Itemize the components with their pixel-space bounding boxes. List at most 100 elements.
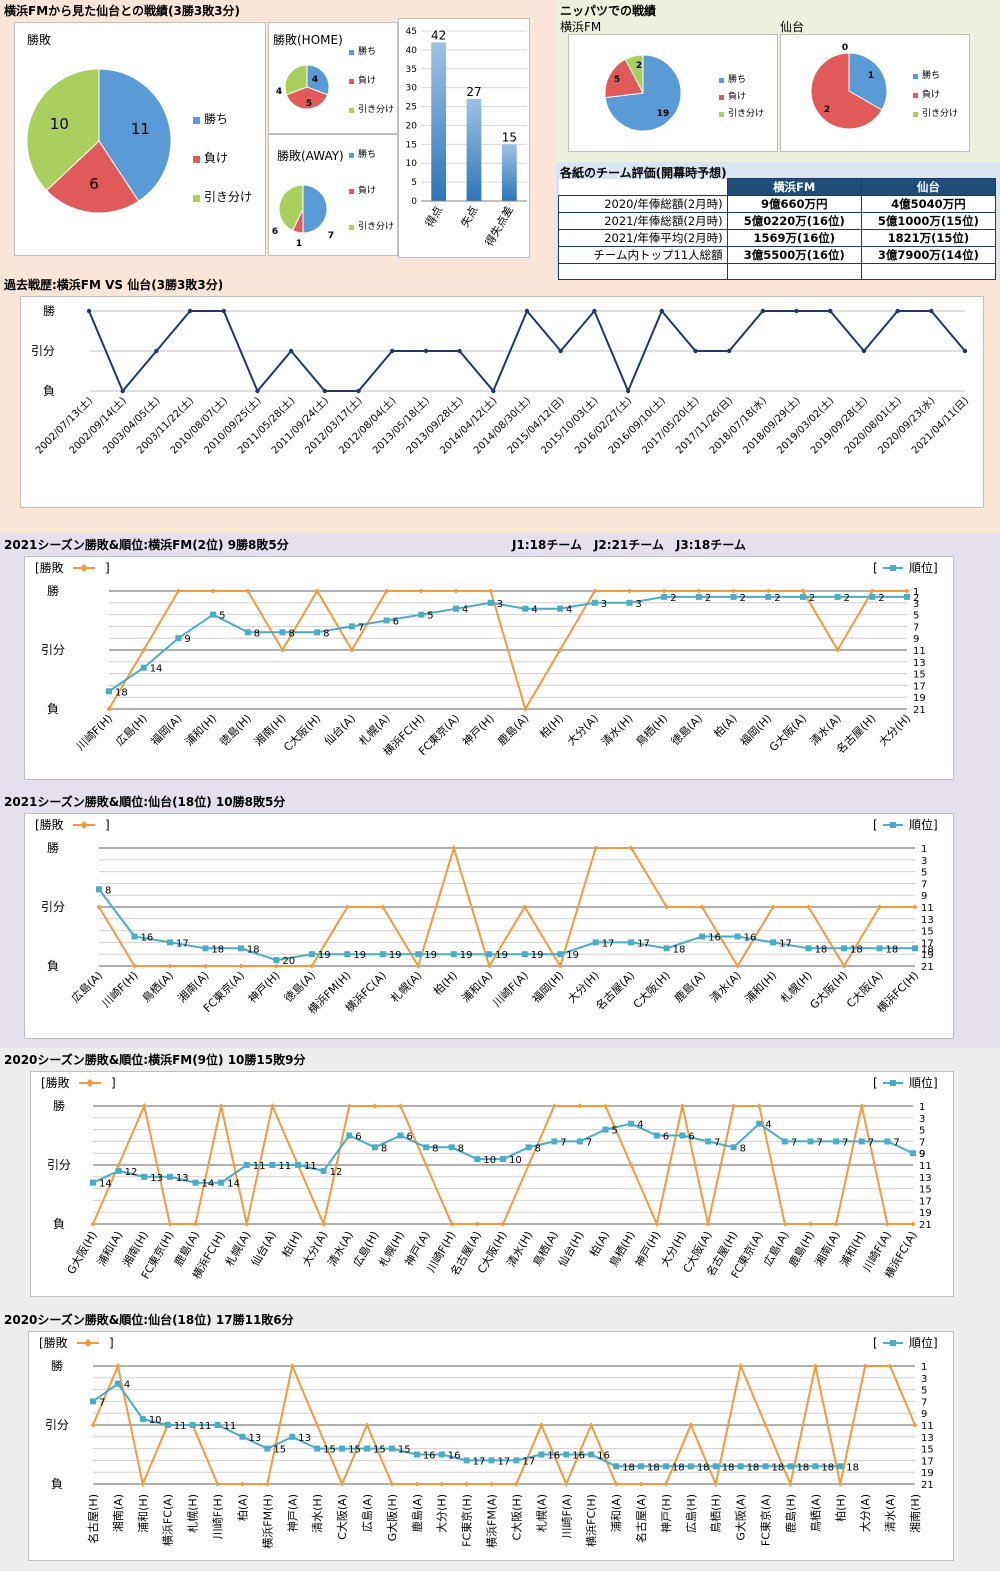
- result-point: [202, 963, 208, 969]
- history-point: [861, 348, 867, 354]
- y-tick-label: 5: [411, 178, 417, 188]
- result-tick-label: 引分: [45, 1418, 69, 1432]
- result-point: [800, 588, 806, 594]
- rank-value-label: 19: [566, 950, 579, 961]
- result-point: [115, 1363, 121, 1369]
- x-tick-label: 柏(H): [833, 1494, 847, 1522]
- x-tick-label: 清水(A): [708, 969, 744, 1005]
- result-point: [175, 588, 181, 594]
- rank-tick-label: 21: [921, 962, 934, 973]
- result-tick-label: 負: [47, 702, 59, 716]
- x-tick-label: 鳥栖(A): [808, 1494, 822, 1532]
- result-point: [239, 1481, 245, 1487]
- rank-value-label: 14: [227, 1179, 240, 1190]
- rank-point: [90, 1398, 96, 1405]
- legend-result-close: ]: [111, 1076, 116, 1090]
- rank-value-label: 4: [566, 605, 572, 616]
- x-tick-label: 失点: [458, 204, 480, 230]
- result-point: [592, 588, 598, 594]
- x-tick-label: 2017/05/20(土): [639, 394, 702, 457]
- result-point: [628, 845, 634, 851]
- eval-row: 2020/年俸総額(2月時) 9億660万円 4億5040万円: [558, 195, 997, 213]
- rank-point: [705, 1138, 711, 1145]
- rank-point: [765, 593, 772, 600]
- pie-home-panel: 勝敗(HOME) 4 5 4 勝ち 負け 引き分け: [268, 22, 398, 134]
- rank-value-label: 18: [821, 1462, 834, 1473]
- x-tick-label: 鹿島(A): [671, 968, 708, 1005]
- rank-value-label: 18: [647, 1462, 660, 1473]
- rank-value-label: 2: [878, 593, 884, 604]
- history-point: [592, 308, 597, 314]
- rank-tick-label: 15: [921, 927, 934, 938]
- rank-value-label: 18: [850, 944, 863, 955]
- legend-rank-label: 順位]: [909, 817, 938, 832]
- eval-header-row: 横浜FM 仙台: [558, 178, 997, 196]
- rank-point: [314, 1445, 321, 1452]
- rank-value-label: 7: [817, 1137, 823, 1148]
- x-tick-label: 柏(A): [711, 711, 740, 740]
- x-tick-label: G大阪(H): [64, 1229, 100, 1277]
- rank-value-label: 16: [708, 933, 721, 944]
- rank-point: [371, 1144, 378, 1151]
- legend-swatch-win: [719, 78, 724, 83]
- x-tick-label: C大阪(H): [630, 968, 673, 1011]
- x-tick-label: 2016/09/10(土): [605, 394, 668, 457]
- pie-slice-win: [848, 52, 888, 111]
- rank-point: [418, 611, 425, 618]
- legend-swatch-draw: [349, 225, 354, 230]
- rank-tick-label: 9: [921, 1409, 927, 1420]
- eval-row-label: 2020/年俸総額(2月時): [558, 195, 728, 213]
- rank-point: [770, 939, 777, 946]
- result-point: [756, 1103, 762, 1109]
- history-point: [120, 388, 125, 394]
- rank-point: [141, 1173, 148, 1180]
- history-point: [187, 308, 193, 314]
- result-point: [513, 1481, 519, 1487]
- x-tick-label: 2011/09/24(土): [268, 394, 331, 457]
- result-point: [833, 1221, 839, 1227]
- result-point: [309, 963, 315, 969]
- x-tick-label: 清水(H): [311, 1494, 324, 1533]
- rank-value-label: 17: [779, 938, 792, 949]
- eval-row-fm: 3億5500万(16位): [726, 246, 862, 264]
- legend-swatch-draw: [719, 112, 724, 117]
- rank-value-label: 4: [531, 605, 537, 616]
- rank-point: [131, 933, 138, 940]
- eval-row: [558, 263, 997, 280]
- x-tick-label: G大阪(A): [766, 711, 809, 754]
- rank-value-label: 20: [282, 956, 295, 967]
- rank-value-label: 18: [211, 944, 224, 955]
- history-point: [288, 348, 294, 354]
- x-tick-label: 2015/10/03(土): [538, 394, 601, 457]
- s2021fm-panel: [勝敗][順位] 1 3 5 7 9 11 13 15 17 19 21 勝引分負 18 14 9 5 8 8 8 7 6…: [24, 556, 954, 780]
- x-tick-label: 神戸(H): [659, 1494, 673, 1533]
- rank-point: [626, 599, 633, 606]
- rank-point: [279, 629, 286, 636]
- result-point: [321, 1221, 327, 1227]
- x-tick-label: 川崎F(H): [73, 711, 115, 753]
- result-point: [449, 1221, 455, 1227]
- result-point: [349, 647, 355, 653]
- pie-value-label: 10: [50, 115, 69, 133]
- rank-value-label: 18: [796, 1462, 809, 1473]
- rank-point: [628, 939, 635, 946]
- result-tick-label: 引分: [41, 643, 65, 657]
- history-title: 過去戦歴:横浜FM VS 仙台(3勝3敗3分): [4, 278, 224, 292]
- pie-total-panel: 勝敗 11 6 10 勝ち 負け 引き分け: [14, 22, 266, 256]
- result-point: [696, 588, 702, 594]
- rank-point: [730, 593, 737, 600]
- rank-value-label: 2: [809, 593, 815, 604]
- rank-point: [563, 1451, 570, 1458]
- legend-swatch-draw: [349, 108, 354, 113]
- rank-point: [438, 1451, 445, 1458]
- rank-point: [244, 629, 251, 636]
- nippatsu-sendai-label: 仙台: [780, 20, 805, 34]
- eval-row: チーム内トップ11人総額 3億5500万(16位) 3億7900万(14位): [558, 246, 997, 264]
- rank-value-label: 11: [304, 1161, 317, 1172]
- rank-point: [463, 1457, 470, 1464]
- legend-label-win: 勝ち: [358, 45, 376, 57]
- history-point: [524, 308, 530, 314]
